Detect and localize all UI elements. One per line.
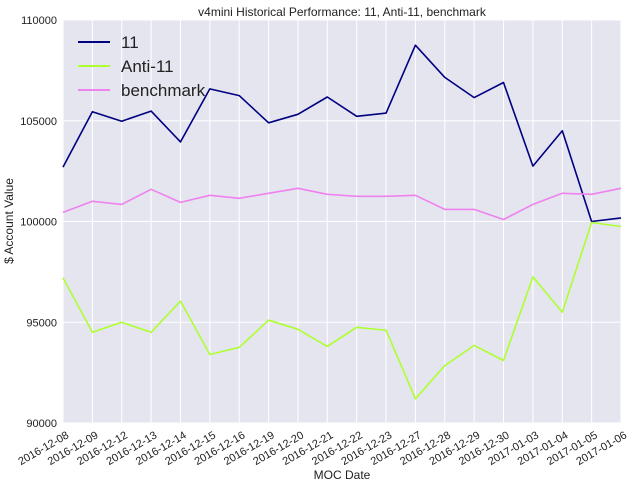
series-lines <box>62 44 622 400</box>
legend: 11 Anti-11 benchmark <box>78 33 206 100</box>
series-line-1 <box>62 44 622 223</box>
x-axis-label: MOC Date <box>314 468 371 482</box>
series-line-3 <box>62 187 622 221</box>
legend-label: Anti-11 <box>121 57 174 76</box>
y-axis-label: $ Account Value <box>2 178 16 264</box>
chart-title: v4mini Historical Performance: 11, Anti-… <box>198 5 487 19</box>
legend-label: 11 <box>121 33 139 52</box>
y-tick-label: 105000 <box>20 116 57 128</box>
x-axis-ticks: 2016-12-082016-12-092016-12-122016-12-13… <box>16 429 628 468</box>
y-tick-label: 90000 <box>26 418 57 430</box>
grid-lines <box>62 19 622 424</box>
legend-label: benchmark <box>121 81 206 100</box>
y-tick-label: 100000 <box>20 217 57 229</box>
series-line-2 <box>62 221 622 400</box>
y-axis-ticks: 90000 95000 100000 105000 110000 <box>20 15 57 430</box>
y-tick-label: 110000 <box>21 15 57 27</box>
y-tick-label: 95000 <box>26 317 57 329</box>
